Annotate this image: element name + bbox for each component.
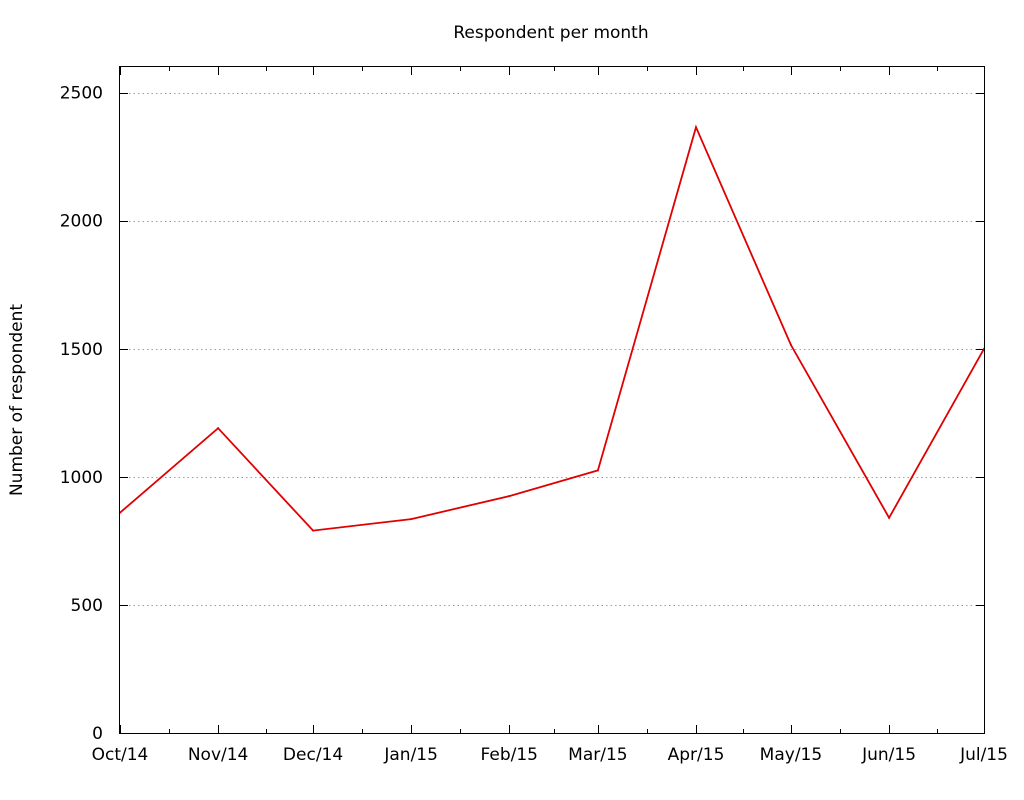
y-tick-label: 0 [92,724,103,744]
data-point [789,343,792,346]
y-tick-label: 500 [71,596,103,616]
x-tick-label: Jun/15 [861,745,916,765]
grid [120,93,984,606]
y-tick-label: 2000 [60,212,103,232]
series-layer [119,124,985,532]
tick-labels: 0 500 1000 1500 2000 2500 Oct/14 Nov/14 Dec/14 Ja… [60,84,1008,765]
data-point [888,516,891,519]
data-point [695,126,697,129]
x-tick-label: Oct/14 [92,745,149,765]
x-tick-label: Jan/15 [383,745,438,765]
y-tick-label: 1000 [60,468,103,488]
data-point [312,529,315,532]
data-point [217,427,220,430]
chart-title: Respondent per month [453,23,648,43]
x-tick-label: May/15 [760,745,823,765]
x-tick-label: Feb/15 [481,745,538,765]
series-line [119,124,985,532]
x-tick-label: Apr/15 [668,745,725,765]
x-tick-label: Jul/15 [959,745,1008,765]
axis-ticks [120,67,985,734]
y-tick-label: 1500 [60,340,103,360]
plot-frame [119,66,985,734]
x-tick-label: Mar/15 [568,745,627,765]
x-tick-label: Nov/14 [188,745,249,765]
data-point [508,495,511,498]
data-point [596,469,599,472]
y-axis-title: Number of respondent [7,304,27,496]
y-tick-label: 2500 [60,84,103,104]
data-point [410,518,413,521]
x-tick-label: Dec/14 [283,745,343,765]
